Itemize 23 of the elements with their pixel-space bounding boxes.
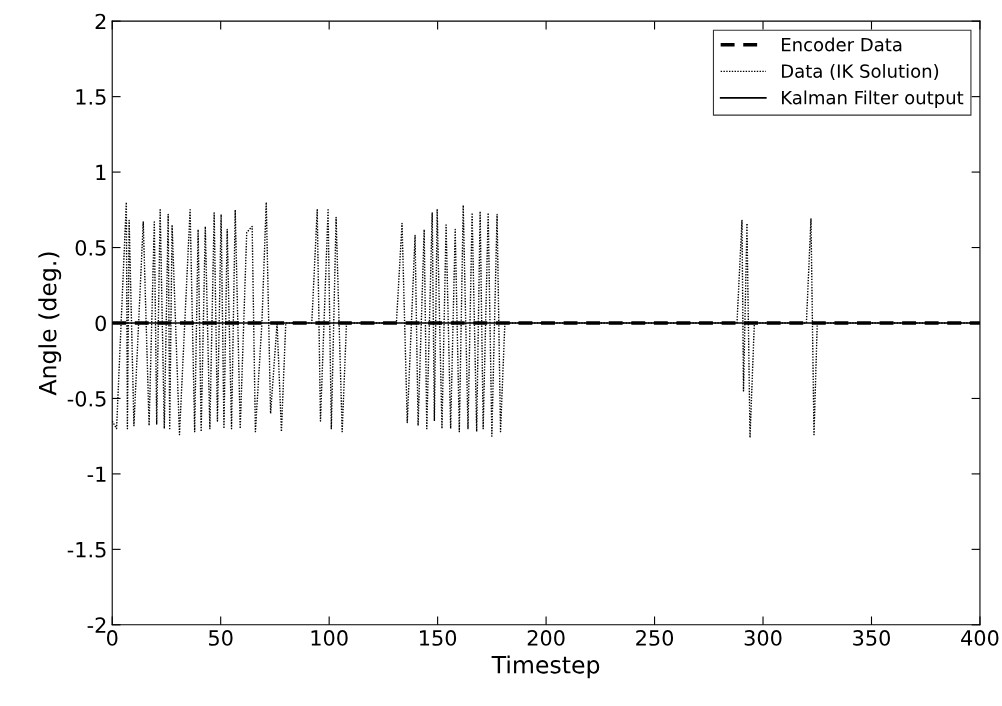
x-tick-label: 0: [106, 630, 118, 646]
x-tick-label: 350: [853, 630, 890, 646]
y-tick-label: 1: [96, 164, 106, 180]
y-tick-label: 2: [95, 13, 106, 30]
x-tick-label: 200: [527, 630, 565, 646]
legend-label: Kalman Filter output: [782, 90, 964, 108]
legend-label: Data (IK Solution): [782, 63, 939, 81]
x-axis-title: Timestep: [491, 655, 600, 679]
legend-label: Encoder Data: [782, 37, 902, 52]
y-tick-label: -1.5: [67, 542, 106, 558]
x-tick-label: 100: [311, 630, 348, 646]
y-tick-label: 0: [95, 315, 106, 332]
x-tick-label: 250: [636, 630, 674, 646]
x-tick-label: 150: [420, 630, 457, 646]
x-tick-label: 50: [209, 630, 233, 646]
y-axis-title: Angle (deg.): [38, 252, 62, 396]
x-tick-label: 400: [961, 630, 999, 646]
x-tick-label: 300: [744, 630, 782, 646]
y-tick-label: 1.5: [76, 89, 106, 105]
y-tick-label: 0.5: [75, 239, 106, 256]
y-tick-label: -0.5: [67, 390, 106, 407]
y-tick-label: -2: [87, 617, 106, 633]
y-tick-label: -1: [87, 466, 106, 482]
